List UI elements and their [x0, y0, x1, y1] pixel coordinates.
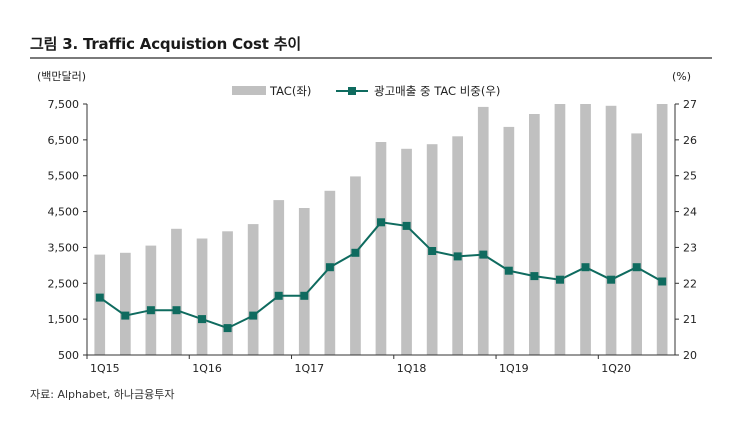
tac-bar — [94, 254, 106, 355]
tac-share-point — [632, 263, 641, 272]
tac-bar — [273, 200, 285, 355]
left-tick-label: 4,500 — [48, 206, 80, 219]
tac-share-point — [325, 263, 334, 272]
tac-share-point — [172, 306, 181, 315]
tac-share-point — [121, 311, 130, 320]
right-tick-label: 23 — [683, 241, 697, 254]
tac-share-point — [453, 252, 462, 261]
right-tick-label: 27 — [683, 98, 697, 111]
legend-marker-share — [348, 87, 356, 95]
tac-bar — [580, 104, 591, 355]
left-axis-unit: (백만달러) — [37, 70, 86, 83]
tac-bar — [452, 136, 463, 355]
tac-bar — [631, 133, 642, 355]
tac-share-point — [479, 250, 488, 259]
tac-bar — [120, 252, 131, 355]
tac-bar — [196, 238, 208, 355]
tac-share-point — [428, 247, 437, 255]
legend-label-tac: TAC(좌) — [269, 84, 311, 98]
tac-bar — [656, 104, 668, 355]
chart-title: 그림 3. Traffic Acquistion Cost 추이 — [30, 35, 301, 53]
tac-share-point — [274, 291, 283, 300]
tac-share-point — [530, 272, 539, 281]
right-tick-label: 24 — [683, 206, 697, 219]
tac-share-point — [658, 277, 667, 286]
tac-share-point — [607, 275, 616, 284]
x-tick-label: 1Q17 — [295, 362, 325, 375]
tac-bar — [247, 224, 259, 355]
tac-bar — [529, 114, 540, 355]
tac-bar — [298, 208, 310, 355]
tac-share-point — [377, 218, 385, 227]
left-tick-label: 1,500 — [48, 313, 80, 326]
tac-bar — [503, 126, 515, 356]
left-tick-label: 7,500 — [48, 98, 80, 111]
tac-bar — [350, 176, 361, 355]
right-tick-label: 22 — [683, 277, 697, 290]
tac-bar — [401, 148, 412, 355]
tac-share-point — [300, 291, 309, 300]
x-tick-label: 1Q19 — [499, 362, 529, 375]
tac-share-point — [351, 248, 360, 257]
x-tick-label: 1Q20 — [601, 362, 631, 375]
x-tick-label: 1Q16 — [192, 362, 222, 375]
tac-share-point — [95, 293, 104, 302]
tac-bar — [477, 106, 489, 356]
legend-swatch-tac — [232, 86, 266, 95]
left-tick-label: 5,500 — [48, 170, 80, 183]
tac-bar — [171, 228, 182, 355]
x-tick-label: 1Q15 — [90, 362, 120, 375]
tac-bar — [324, 190, 336, 355]
tac-share-point — [198, 315, 206, 324]
left-tick-label: 3,500 — [48, 241, 80, 254]
tac-share-point — [581, 263, 590, 272]
left-tick-label: 500 — [58, 349, 79, 362]
tac-share-point — [249, 311, 258, 320]
right-tick-label: 26 — [683, 134, 697, 147]
title-divider — [30, 57, 712, 59]
right-tick-label: 25 — [683, 170, 697, 183]
left-tick-label: 6,500 — [48, 134, 80, 147]
tac-bar — [605, 105, 617, 355]
left-tick-label: 2,500 — [48, 277, 80, 290]
tac-bar — [554, 104, 566, 355]
right-axis-unit: (%) — [672, 70, 691, 83]
source-note: 자료: Alphabet, 하나금융투자 — [30, 388, 175, 401]
tac-share-point — [556, 275, 564, 284]
tac-share-point — [223, 324, 232, 333]
tac-bar — [375, 142, 387, 355]
tac-share-point — [402, 221, 411, 230]
right-tick-label: 20 — [683, 349, 697, 362]
tac-share-point — [504, 266, 513, 275]
tac-share-point — [146, 306, 155, 315]
tac-bar — [222, 231, 233, 355]
legend-label-share: 광고매출 중 TAC 비중(우) — [374, 84, 500, 98]
x-tick-label: 1Q18 — [397, 362, 427, 375]
right-tick-label: 21 — [683, 313, 697, 326]
tac-bar — [145, 245, 157, 355]
